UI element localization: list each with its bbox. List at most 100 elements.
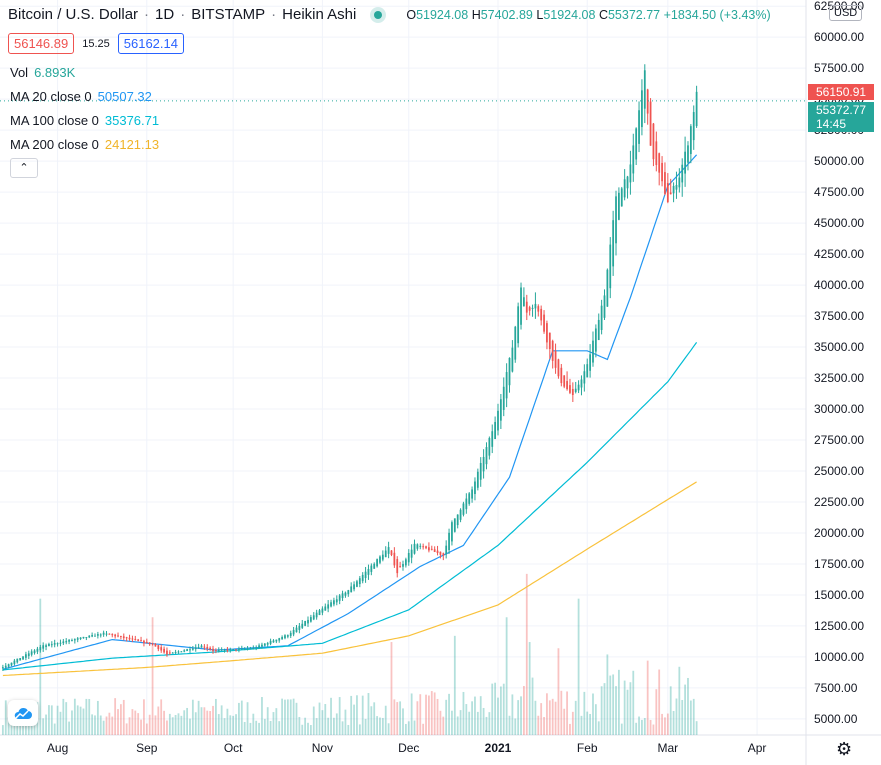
volume-bar [678, 666, 681, 735]
candle-body [695, 91, 698, 127]
candle-body [19, 658, 22, 661]
candle-body [649, 101, 652, 146]
ma200-indicator[interactable]: MA 200 close 0 24121.13 [10, 137, 160, 152]
candle-body [439, 551, 442, 555]
collapse-indicators-button[interactable]: ⌃ [10, 158, 38, 178]
candle-body [56, 643, 59, 645]
volume-bar [635, 722, 638, 735]
candle-body [252, 647, 255, 649]
volume-bar [315, 718, 318, 735]
ma20-line [2, 154, 698, 670]
candle-body [197, 647, 200, 649]
volume-bar [88, 698, 91, 735]
volume-bar [4, 700, 7, 735]
candle-body [488, 438, 491, 456]
volume-indicator[interactable]: Vol 6.893K [10, 65, 76, 80]
candle-body [356, 581, 358, 587]
candle-body [16, 658, 19, 663]
volume-bar [45, 714, 47, 735]
candle-body [635, 128, 638, 160]
candle-body [209, 647, 212, 650]
volume-bar [410, 693, 413, 735]
y-tick-label: 20000.00 [814, 526, 864, 540]
volume-bar [664, 717, 666, 735]
candle-body [333, 600, 335, 605]
candle-body [324, 606, 327, 611]
volume-bar [131, 709, 134, 735]
volume-bar [56, 705, 59, 735]
candle-body [85, 637, 88, 639]
volume-bar [281, 698, 283, 735]
volume-bar [574, 700, 577, 735]
volume-bar [189, 718, 191, 735]
volume-bar [235, 714, 237, 735]
volume-bar [105, 716, 108, 735]
volume-bar [160, 699, 163, 735]
volume-bar [114, 698, 117, 735]
candle-body [53, 643, 56, 645]
candle-body [517, 306, 520, 344]
y-tick-label: 45000.00 [814, 216, 864, 230]
volume-bar [497, 697, 499, 735]
volume-bar [91, 714, 94, 735]
volume-bar [520, 696, 522, 735]
volume-bar [278, 721, 281, 735]
volume-bar [514, 718, 517, 735]
candle-body [272, 640, 275, 643]
volume-bar [295, 702, 298, 735]
volume-bar [692, 698, 695, 735]
candle-body [658, 153, 661, 173]
volume-bar [508, 715, 511, 735]
candle-body [327, 604, 330, 609]
symbol-title[interactable]: Bitcoin / U.S. Dollar [8, 6, 139, 23]
sell-price-button[interactable]: 56146.89 [8, 33, 75, 54]
y-tick-label: 22500.00 [814, 495, 864, 509]
candle-body [687, 145, 689, 163]
volume-bar [1, 725, 4, 735]
candle-body [10, 662, 13, 666]
volume-bar [48, 705, 50, 735]
y-tick-label: 47500.00 [814, 185, 864, 199]
candle-body [269, 640, 272, 644]
candle-body [102, 632, 105, 635]
candle-body [278, 638, 281, 641]
volume-bar [203, 707, 206, 735]
volume-bar [551, 698, 554, 735]
buy-price-button[interactable]: 56162.14 [117, 33, 184, 54]
volume-bar [200, 707, 203, 735]
currency-label[interactable]: USD [829, 5, 863, 21]
volume-bar [125, 723, 128, 735]
volume-bar [433, 692, 436, 735]
candle-body [232, 649, 235, 651]
candle-body [540, 308, 543, 321]
candle-body [381, 554, 384, 560]
candle-body [341, 593, 344, 599]
y-tick-label: 5000.00 [814, 712, 858, 726]
volume-bar [330, 697, 332, 735]
volume-bar [404, 723, 407, 735]
candle-body [39, 647, 42, 651]
tradingview-cloud-icon[interactable] [8, 700, 38, 726]
candle-body [108, 633, 111, 635]
ma20-indicator[interactable]: MA 20 close 0 50507.32 [10, 89, 152, 104]
candle-body [373, 563, 376, 569]
volume-bar [479, 696, 482, 735]
volume-bar [554, 701, 557, 735]
chart-style-label[interactable]: Heikin Ashi [282, 6, 357, 23]
volume-bar [163, 710, 165, 735]
volume-bar [333, 717, 335, 735]
candle-body [399, 566, 402, 568]
interval-label[interactable]: 1D [155, 6, 175, 23]
candle-body [514, 326, 517, 360]
y-tick-label: 7500.00 [814, 681, 858, 695]
volume-bar [71, 710, 73, 735]
ma100-indicator[interactable]: MA 100 close 0 35376.71 [10, 113, 160, 128]
candle-body [240, 648, 243, 650]
volume-bar [689, 700, 692, 735]
candle-body [131, 638, 134, 640]
candle-body [563, 375, 566, 387]
gear-icon[interactable]: ⚙ [836, 739, 853, 759]
candle-body [669, 192, 672, 195]
trade-bar: 56146.89 15.25 56162.14 [8, 33, 184, 54]
